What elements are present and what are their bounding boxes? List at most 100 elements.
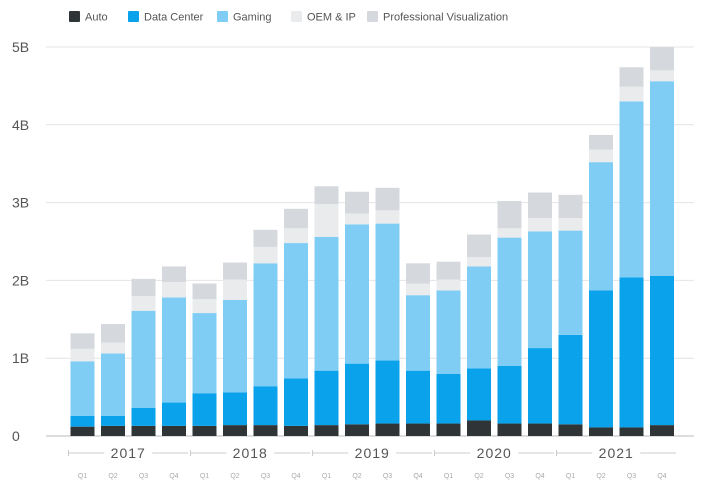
bar-segment xyxy=(253,246,278,264)
bar-segment xyxy=(650,81,674,276)
bar-stack xyxy=(650,47,674,436)
y-tick-label: 5B xyxy=(12,39,29,55)
bar-segment xyxy=(467,368,491,421)
quarter-label: Q1 xyxy=(200,473,209,480)
bar-segment xyxy=(162,402,186,426)
bar-segment xyxy=(345,363,369,425)
bar-segment xyxy=(162,266,186,282)
bar-segment xyxy=(467,234,491,258)
bar-segment xyxy=(650,275,674,426)
bar-segment xyxy=(162,297,186,403)
bar-segment xyxy=(284,243,308,379)
bar-segment xyxy=(192,425,217,436)
legend-label: Data Center xyxy=(144,12,204,24)
bar-stack xyxy=(375,187,400,436)
bar-stack xyxy=(558,194,583,436)
bar-segment xyxy=(192,299,217,314)
bar-segment xyxy=(650,425,674,436)
quarter-label: Q4 xyxy=(169,473,178,480)
legend-item: OEM & IP xyxy=(291,11,356,24)
bar-segment xyxy=(375,210,400,224)
y-axis: 0 1B 2B 3B 4B 5B xyxy=(12,39,29,444)
bar-segment xyxy=(223,262,247,280)
bar-segment xyxy=(650,70,674,82)
bar-segment xyxy=(253,229,278,247)
legend-label: Gaming xyxy=(233,12,272,24)
quarter-label: Q2 xyxy=(230,473,239,480)
bar-segment xyxy=(131,407,156,426)
bar-segment xyxy=(192,283,217,300)
bar-segment xyxy=(223,279,247,300)
bar-segment xyxy=(223,392,247,426)
quarter-label: Q3 xyxy=(261,473,270,480)
bars xyxy=(70,47,674,436)
bar-segment xyxy=(70,333,95,349)
quarter-label: Q4 xyxy=(657,473,666,480)
bar-segment xyxy=(375,360,400,424)
bar-stack xyxy=(223,262,247,436)
bar-stack xyxy=(284,208,308,436)
quarter-label: Q3 xyxy=(627,473,636,480)
bar-segment xyxy=(101,415,125,426)
quarter-label: Q4 xyxy=(413,473,422,480)
bar-segment xyxy=(70,426,95,436)
bar-segment xyxy=(589,427,613,436)
y-tick-label: 1B xyxy=(12,350,29,366)
y-tick-label: 4B xyxy=(12,117,29,133)
year-label: 2017 xyxy=(111,445,146,461)
legend-label: Professional Visualization xyxy=(383,12,508,24)
legend-swatch xyxy=(128,11,139,22)
legend-label: Auto xyxy=(85,12,108,24)
bar-stack xyxy=(70,333,95,436)
bar-segment xyxy=(589,149,613,163)
bar-segment xyxy=(345,191,369,214)
quarter-label: Q1 xyxy=(322,473,331,480)
year-label: 2021 xyxy=(599,445,634,461)
legend: Auto Data Center Gaming OEM & IP Professiona… xyxy=(69,11,508,24)
bar-segment xyxy=(558,218,583,231)
year-group: 2021 Q1 Q2 Q3 Q4 xyxy=(556,445,676,480)
year-group: 2019 Q1 Q2 Q3 Q4 xyxy=(312,445,432,480)
bar-segment xyxy=(406,370,430,424)
bar-segment xyxy=(131,278,156,296)
bar-stack xyxy=(192,283,217,436)
quarter-label: Q2 xyxy=(474,473,483,480)
bar-segment xyxy=(497,237,522,366)
bar-segment xyxy=(131,425,156,436)
bar-segment xyxy=(497,201,522,229)
bar-segment xyxy=(101,342,125,354)
bar-segment xyxy=(70,415,95,427)
bar-segment xyxy=(70,361,95,416)
bar-segment xyxy=(131,310,156,408)
y-tick-label: 3B xyxy=(12,195,29,211)
bar-segment xyxy=(314,204,339,237)
bar-segment xyxy=(436,279,461,291)
bar-segment xyxy=(558,230,583,335)
bar-segment xyxy=(192,393,217,426)
year-label: 2020 xyxy=(477,445,512,461)
bar-stack xyxy=(497,201,522,436)
bar-segment xyxy=(436,290,461,374)
bar-segment xyxy=(162,281,186,298)
bar-segment xyxy=(528,348,552,424)
bar-stack xyxy=(345,191,369,436)
quarter-label: Q3 xyxy=(383,473,392,480)
bar-segment xyxy=(589,290,613,428)
bar-segment xyxy=(284,425,308,436)
bar-segment xyxy=(436,423,461,436)
bar-stack xyxy=(314,186,339,436)
bar-segment xyxy=(223,299,247,393)
bar-segment xyxy=(192,313,217,394)
legend-swatch xyxy=(69,11,80,22)
legend-swatch xyxy=(217,11,228,22)
quarter-label: Q3 xyxy=(505,473,514,480)
legend-swatch xyxy=(291,11,302,22)
quarter-label: Q2 xyxy=(596,473,605,480)
bar-stack xyxy=(253,229,278,436)
bar-segment xyxy=(467,266,491,369)
bar-segment xyxy=(406,263,430,284)
bar-segment xyxy=(375,187,400,211)
quarter-label: Q3 xyxy=(139,473,148,480)
bar-segment xyxy=(406,423,430,436)
